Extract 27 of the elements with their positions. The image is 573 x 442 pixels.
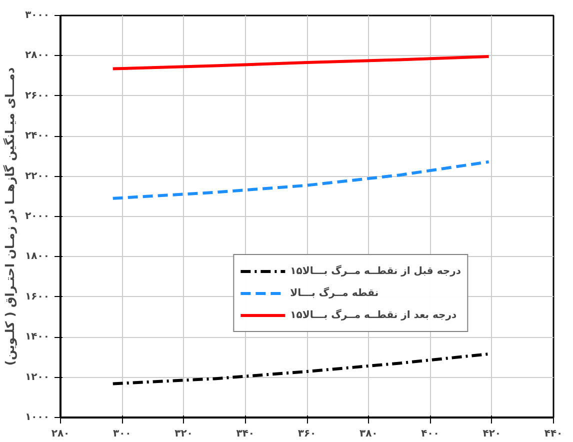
y-tick-label: ۱۴۰۰	[25, 332, 50, 343]
legend-label: ۱۵درجه بعد از نقطــه مــرگ بـــالا	[290, 308, 457, 322]
y-tick-label: ۱۲۰۰	[25, 372, 50, 383]
x-tick-label: ۳۶۰	[298, 428, 316, 440]
y-tick-label: ۱۸۰۰	[25, 251, 50, 262]
x-tick-label: ۳۰۰	[112, 428, 132, 440]
y-tick-label: ۲۲۰۰	[25, 170, 50, 182]
x-tick-label: ۴۴۰	[544, 428, 563, 440]
x-tick-label: ۳۲۰	[174, 428, 193, 440]
legend-label: ۱۵درجه قبل از نقطــه مــرگ بـــالا	[290, 264, 461, 278]
line-series	[111, 160, 490, 200]
y-axis-title: دمـــای میـانگین گازهــا در زمـان احتـراق ( کلـوین)	[3, 67, 18, 366]
x-tick-label: ۲۸۰	[51, 428, 70, 440]
y-tick-label: ۳۰۰۰	[25, 10, 50, 21]
y-tick-label: ۲۸۰۰	[25, 50, 50, 62]
y-tick-label: ۲۴۰۰	[25, 130, 50, 142]
x-tick-label: ۴۲۰	[482, 428, 502, 440]
y-tick-label: ۲۰۰۰	[25, 211, 50, 222]
y-tick-label: ۱۶۰۰	[25, 291, 50, 302]
x-tick-label: ۳۴۰	[236, 428, 255, 440]
line-series	[111, 55, 490, 70]
line-series	[111, 352, 490, 386]
x-tick-label: ۴۰۰	[421, 428, 440, 440]
y-tick-label: ۲۶۰۰	[25, 90, 50, 102]
y-tick-label: ۱۰۰۰	[25, 412, 50, 423]
legend-label: نقطه مــرگ بـــالا	[290, 286, 379, 300]
x-tick-label: ۳۸۰	[359, 428, 378, 440]
